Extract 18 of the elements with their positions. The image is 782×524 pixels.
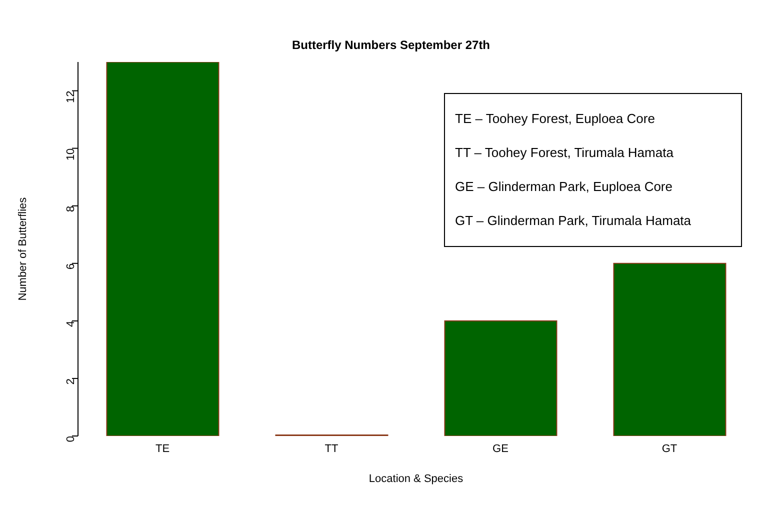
y-tick-label: 12 bbox=[64, 90, 77, 104]
x-tick-label: GT bbox=[662, 442, 678, 455]
y-tick-label: 0 bbox=[64, 436, 77, 442]
y-tick-label: 4 bbox=[64, 320, 77, 328]
annotation: TT – Toohey Forest, Tirumala Hamata bbox=[455, 144, 674, 162]
y-tick-label: 6 bbox=[64, 263, 77, 270]
x-axis-title: Location & Species bbox=[368, 473, 464, 485]
y-axis-title: Number of Butterflies bbox=[16, 196, 29, 301]
x-tick-label: GE bbox=[492, 442, 508, 455]
annotation: TE – Toohey Forest, Euploea Core bbox=[455, 110, 656, 128]
y-tick-label: 2 bbox=[64, 378, 77, 385]
annotation: GE – Glinderman Park, Euploea Core bbox=[455, 178, 674, 196]
y-tick-label: 8 bbox=[64, 206, 77, 212]
x-tick-label: TE bbox=[155, 442, 170, 455]
chart-title: Butterfly Numbers September 27th bbox=[290, 38, 492, 52]
y-tick-label: 10 bbox=[64, 148, 77, 161]
x-tick-label: TT bbox=[324, 442, 338, 455]
annotation: GT – Glinderman Park, Tirumala Hamata bbox=[455, 212, 692, 230]
